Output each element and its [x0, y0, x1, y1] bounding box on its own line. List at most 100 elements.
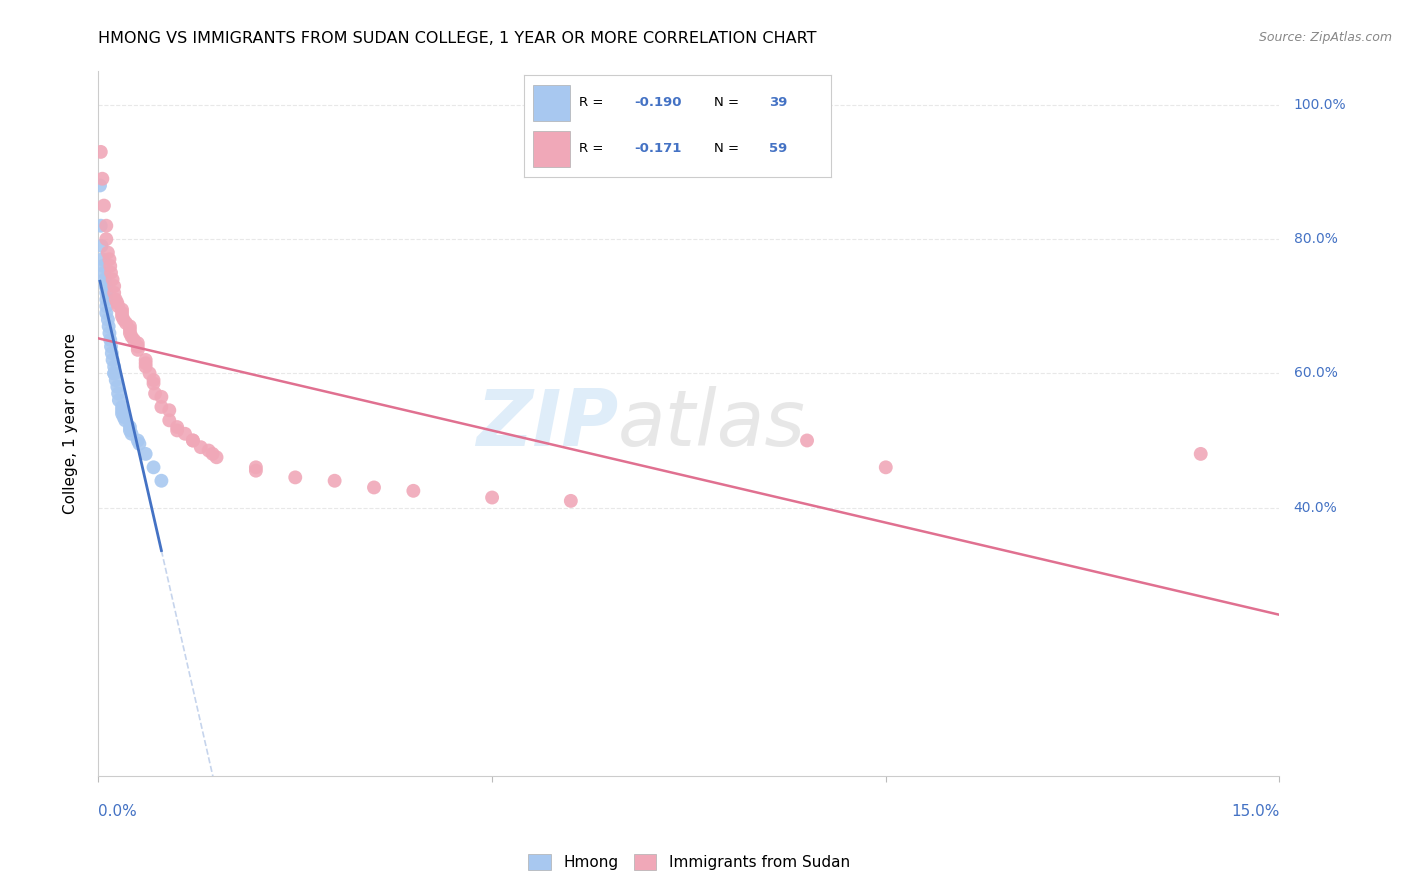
Text: 60.0%: 60.0%: [1294, 367, 1337, 380]
Text: 80.0%: 80.0%: [1294, 232, 1337, 246]
Point: [142, 460, 165, 475]
Point: [105, 380, 128, 394]
Point: [142, 373, 165, 387]
Point: [98, 259, 121, 273]
Point: [101, 346, 124, 360]
Point: [157, 413, 180, 427]
Legend: Hmong, Immigrants from Sudan: Hmong, Immigrants from Sudan: [520, 847, 858, 878]
Text: 15.0%: 15.0%: [1232, 805, 1279, 819]
Point: [96, 285, 118, 300]
Point: [143, 386, 166, 401]
Text: atlas: atlas: [619, 385, 806, 462]
Point: [107, 386, 129, 401]
Point: [91, 171, 114, 186]
Point: [284, 470, 307, 484]
Point: [96, 232, 118, 246]
Point: [323, 474, 346, 488]
Point: [1189, 447, 1212, 461]
Point: [112, 409, 135, 424]
Text: 0.0%: 0.0%: [98, 805, 138, 819]
Point: [205, 450, 228, 465]
Point: [101, 272, 124, 286]
Text: 40.0%: 40.0%: [1294, 500, 1337, 515]
Point: [481, 491, 503, 505]
Point: [135, 359, 157, 374]
Point: [150, 474, 173, 488]
Point: [135, 356, 157, 370]
Point: [104, 293, 127, 307]
Point: [103, 359, 125, 374]
Point: [90, 145, 112, 159]
Point: [96, 293, 118, 307]
Point: [127, 343, 149, 357]
Point: [402, 483, 425, 498]
Point: [181, 434, 204, 448]
Point: [875, 460, 897, 475]
Point: [121, 426, 143, 441]
Point: [135, 353, 157, 368]
Point: [118, 319, 141, 334]
Point: [96, 219, 118, 233]
Point: [89, 178, 111, 193]
Point: [118, 420, 141, 434]
Point: [796, 434, 818, 448]
Point: [103, 367, 125, 381]
Point: [111, 306, 134, 320]
Point: [118, 323, 141, 337]
Point: [93, 272, 115, 286]
Text: ZIP: ZIP: [475, 385, 619, 462]
Point: [142, 376, 165, 391]
Point: [96, 306, 118, 320]
Point: [103, 367, 125, 381]
Point: [118, 326, 141, 340]
Point: [201, 447, 224, 461]
Point: [96, 299, 118, 313]
Point: [97, 245, 120, 260]
Point: [363, 480, 385, 494]
Point: [127, 434, 149, 448]
Point: [103, 285, 125, 300]
Point: [150, 400, 173, 414]
Point: [111, 403, 134, 417]
Text: HMONG VS IMMIGRANTS FROM SUDAN COLLEGE, 1 YEAR OR MORE CORRELATION CHART: HMONG VS IMMIGRANTS FROM SUDAN COLLEGE, …: [98, 31, 817, 46]
Point: [118, 424, 141, 438]
Point: [98, 326, 121, 340]
Point: [93, 198, 115, 212]
Point: [94, 279, 117, 293]
Point: [114, 413, 136, 427]
Point: [98, 252, 121, 267]
Point: [245, 464, 267, 478]
Point: [93, 266, 115, 280]
Point: [108, 393, 131, 408]
Point: [197, 443, 219, 458]
Point: [245, 460, 267, 475]
Point: [91, 259, 114, 273]
Point: [166, 424, 188, 438]
Point: [166, 420, 188, 434]
Point: [97, 319, 120, 334]
Point: [150, 390, 173, 404]
Point: [111, 400, 134, 414]
Point: [103, 279, 125, 293]
Point: [127, 336, 149, 351]
Point: [100, 339, 122, 353]
Point: [560, 494, 582, 508]
Point: [107, 299, 129, 313]
Point: [128, 437, 150, 451]
Point: [174, 426, 197, 441]
Text: Source: ZipAtlas.com: Source: ZipAtlas.com: [1258, 31, 1392, 45]
Point: [112, 312, 135, 326]
Point: [138, 367, 160, 381]
Point: [91, 252, 114, 267]
Point: [115, 316, 138, 330]
Point: [121, 329, 143, 343]
Point: [111, 302, 134, 317]
Point: [98, 333, 121, 347]
Point: [100, 266, 122, 280]
Point: [127, 339, 149, 353]
Point: [111, 310, 134, 324]
Point: [105, 296, 128, 310]
Point: [122, 333, 145, 347]
Point: [101, 353, 124, 368]
Point: [97, 312, 120, 326]
